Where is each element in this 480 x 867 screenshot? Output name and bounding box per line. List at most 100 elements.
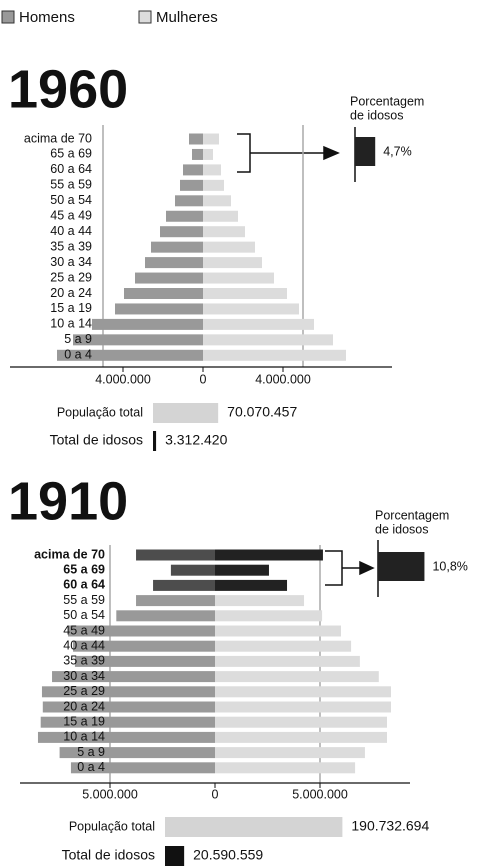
total-value: 70.070.457: [227, 404, 297, 420]
annotation: Porcentagem: [375, 508, 449, 522]
bar: [203, 179, 224, 191]
category-label: 40 a 44: [50, 224, 92, 238]
bar: [203, 241, 255, 253]
bar: [215, 671, 379, 683]
bar: [203, 226, 245, 238]
bar: [57, 349, 203, 361]
bar: [151, 241, 203, 253]
bar: [215, 686, 391, 698]
bar: [215, 640, 352, 652]
total-value: 190.732.694: [351, 818, 429, 834]
bar: [215, 579, 288, 591]
category-label: 20 a 24: [50, 286, 92, 300]
category-label: 65 a 69: [50, 147, 92, 161]
legend-swatch: [138, 10, 152, 24]
category-label: 35 a 39: [63, 654, 105, 668]
bracket: [237, 133, 340, 173]
bar: [59, 747, 215, 759]
category-label: 0 a 4: [64, 348, 92, 362]
bar: [136, 549, 215, 561]
x-tick-label: 5.000.000: [292, 787, 348, 801]
x-tick-label: 5.000.000: [82, 787, 138, 801]
bar: [180, 179, 203, 191]
category-label: 25 a 29: [50, 270, 92, 284]
bar: [160, 226, 203, 238]
share-label: 10,8%: [432, 559, 467, 573]
bar: [153, 579, 215, 591]
category-label: 60 a 64: [50, 162, 92, 176]
x-tick-label: 0: [200, 372, 207, 386]
bar: [135, 272, 203, 284]
bar: [70, 762, 215, 774]
bar: [215, 595, 305, 607]
category-label: 10 a 14: [50, 317, 92, 331]
bar: [215, 762, 356, 774]
bar: [175, 195, 203, 207]
bar: [215, 655, 360, 667]
legend-swatch: [1, 10, 15, 24]
category-label: 55 a 59: [63, 593, 105, 607]
bar: [203, 148, 213, 160]
bar: [41, 686, 216, 698]
bar: [116, 610, 215, 622]
category-label: 10 a 14: [63, 730, 105, 744]
bar: [166, 210, 203, 222]
category-label: 45 a 49: [63, 623, 105, 637]
category-label: 55 a 59: [50, 178, 92, 192]
category-label: acima de 70: [34, 547, 105, 561]
bar: [183, 164, 203, 176]
category-label: 40 a 44: [63, 638, 105, 652]
bar: [215, 747, 365, 759]
category-label: acima de 70: [24, 131, 92, 145]
total-value: 20.590.559: [193, 847, 263, 863]
bar: [203, 272, 274, 284]
bar: [203, 303, 299, 315]
bar: [215, 731, 387, 743]
bar: [92, 318, 203, 330]
annotation: de idosos: [375, 522, 429, 536]
bar: [203, 210, 238, 222]
share-bar: [378, 552, 425, 581]
category-label: 35 a 39: [50, 239, 92, 253]
share-label: 4,7%: [383, 144, 412, 158]
bar: [124, 288, 203, 299]
bar: [52, 671, 215, 683]
bar: [203, 349, 346, 361]
total-label: Total de idosos: [50, 432, 143, 448]
category-label: 30 a 34: [63, 669, 105, 683]
bar: [215, 625, 341, 637]
category-label: 50 a 54: [63, 608, 105, 622]
bar: [170, 564, 215, 576]
bar: [215, 701, 391, 713]
bar: [73, 334, 203, 346]
annotation: Porcentagem: [350, 94, 424, 108]
category-label: 45 a 49: [50, 209, 92, 223]
x-tick-label: 4.000.000: [255, 372, 311, 386]
annotation: de idosos: [350, 108, 404, 122]
bar: [203, 164, 221, 176]
bar: [145, 257, 203, 269]
chart-title: 1960: [8, 59, 128, 119]
chart-title: 1910: [8, 471, 128, 531]
total-bar: [165, 817, 343, 837]
bar: [203, 257, 262, 269]
bar: [203, 318, 314, 330]
bar: [203, 288, 287, 299]
bar: [215, 610, 323, 622]
bar: [215, 549, 323, 561]
share-bar: [355, 137, 376, 166]
total-label: População total: [57, 405, 143, 419]
legend-label: Mulheres: [156, 9, 218, 26]
bar: [115, 303, 203, 315]
bar: [136, 595, 215, 607]
category-label: 30 a 34: [50, 255, 92, 269]
category-label: 0 a 4: [77, 760, 105, 774]
category-label: 15 a 19: [63, 714, 105, 728]
category-label: 65 a 69: [63, 562, 105, 576]
x-tick-label: 0: [212, 787, 219, 801]
category-label: 5 a 9: [64, 332, 92, 346]
bar: [189, 133, 203, 145]
total-bar: [153, 403, 219, 423]
category-label: 5 a 9: [77, 745, 105, 759]
